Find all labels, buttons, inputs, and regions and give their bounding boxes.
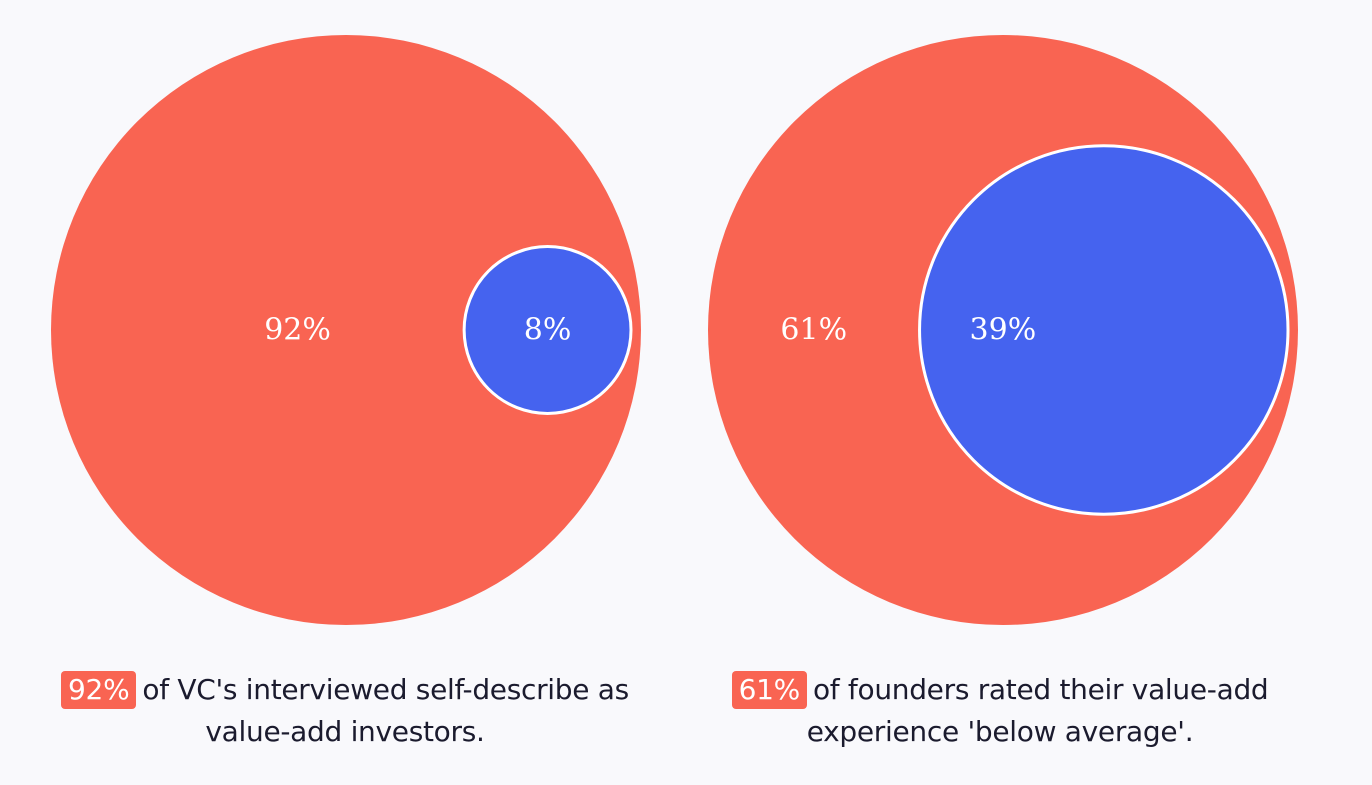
caption-right: 61% of founders rated their value-add exp… bbox=[690, 669, 1310, 753]
caption-left: 92% of VC's interviewed self-describe as … bbox=[40, 669, 650, 753]
outer-circle-92 bbox=[51, 35, 641, 625]
chart-left: 92% 8% bbox=[51, 35, 641, 625]
inner-value-label: 39% bbox=[970, 313, 1037, 348]
caption-text: of VC's interviewed self-describe as val… bbox=[142, 673, 629, 748]
highlight-badge: 61% bbox=[731, 671, 807, 709]
chart-right: 61% 39% bbox=[708, 35, 1298, 625]
highlight-badge: 92% bbox=[61, 671, 137, 709]
inner-value-label: 8% bbox=[524, 313, 572, 348]
outer-value-label: 61% bbox=[780, 313, 847, 348]
caption-text: of founders rated their value-add experi… bbox=[806, 673, 1269, 748]
inner-circle-39 bbox=[918, 144, 1290, 516]
inner-circle-8 bbox=[462, 245, 633, 415]
outer-value-label: 92% bbox=[264, 313, 331, 348]
